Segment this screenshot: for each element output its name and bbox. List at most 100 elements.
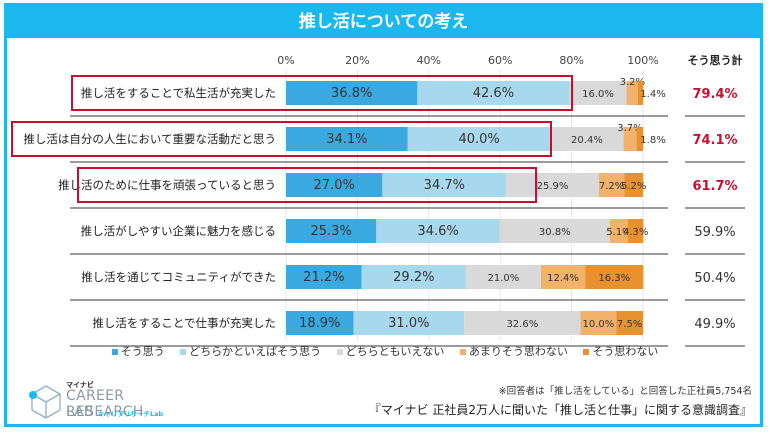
data-label: 21.2% [303, 270, 344, 285]
bar-segment [286, 127, 408, 151]
data-label: 40.0% [458, 132, 499, 147]
data-label: 42.6% [473, 86, 514, 101]
legend-swatch [111, 349, 118, 355]
data-label: 34.7% [424, 178, 465, 193]
data-label: 25.3% [311, 224, 352, 239]
bar-segment [417, 81, 570, 105]
bar-segment [286, 311, 354, 335]
data-label: 25.9% [537, 181, 569, 192]
data-label: 20.4% [571, 135, 603, 146]
bar-segment [361, 265, 466, 289]
data-label: 34.1% [326, 132, 367, 147]
bar-segment [569, 81, 627, 105]
x-tick-label: 100% [627, 54, 658, 67]
bar-segment [353, 311, 465, 335]
bar-segment [382, 173, 507, 197]
bar-segment [624, 173, 643, 197]
total-header: そう思う計 [688, 53, 743, 67]
bar-segment [580, 311, 617, 335]
data-label: 36.8% [331, 86, 372, 101]
career-research-lab-logo: マイナビ CAREER RESEARCH LAB キャリアリサーチLab [28, 380, 188, 420]
legend-item: どちらともいえない [336, 345, 445, 358]
category-label: 推し活をすることで仕事が充実した [92, 316, 276, 330]
highlight-box [77, 167, 537, 203]
bar-segment [464, 311, 581, 335]
data-label: 7.2% [599, 181, 624, 192]
bar-segment [286, 81, 418, 105]
bar-segment [638, 81, 643, 105]
bar-segment [540, 265, 586, 289]
data-label: 29.2% [393, 270, 434, 285]
survey-source: 『マイナビ 正社員2万人に聞いた「推し活と仕事」に関する意識調査』 [368, 403, 752, 417]
legend-label: どちらともいえない [345, 345, 445, 358]
x-tick-label: 40% [417, 54, 441, 67]
data-label: 16.0% [582, 89, 614, 100]
legend-swatch [336, 349, 343, 355]
legend-item: そう思う [111, 345, 165, 358]
legend-label: あまりそう思わない [468, 345, 568, 358]
bar-segment [286, 219, 377, 243]
data-label: 3.2% [620, 77, 645, 88]
bar-segment [499, 219, 610, 243]
total-value: 61.7% [692, 179, 737, 194]
data-label: 34.6% [417, 224, 458, 239]
total-value: 59.9% [694, 225, 735, 240]
bar-segment [550, 127, 624, 151]
total-value: 74.1% [692, 133, 737, 148]
data-label: 1.4% [640, 89, 665, 100]
logo-line1: CAREER RESEARCH [66, 388, 144, 420]
bar-segment [286, 265, 362, 289]
data-label: 5.1% [606, 227, 631, 238]
bar-segment [616, 311, 643, 335]
bar-segment [286, 173, 383, 197]
category-label: 推し活を通じてコミュニティができた [81, 270, 276, 284]
legend-swatch [583, 349, 590, 355]
total-value: 49.9% [694, 317, 735, 332]
logo-brand: マイナビ [66, 381, 94, 389]
legend-label: そう思わない [592, 345, 659, 358]
legend-swatch [459, 349, 466, 355]
data-label: 4.3% [623, 227, 648, 238]
bar-segment [628, 219, 644, 243]
data-label: 5.2% [621, 181, 646, 192]
logo-sub: キャリアリサーチLab [98, 410, 164, 418]
bar-segment [598, 173, 625, 197]
legend-item: あまりそう思わない [459, 345, 568, 358]
legend-item: そう思わない [583, 345, 658, 358]
data-label: 12.4% [547, 273, 579, 284]
legend: そう思う どちらかといえばそう思う どちらともいえない あまりそう思わない そう… [0, 343, 770, 359]
bar-segment [636, 127, 643, 151]
legend-item: どちらかといえばそう思う [180, 345, 321, 358]
bar-segment [506, 173, 599, 197]
bar-segment [626, 81, 639, 105]
data-label: 32.6% [506, 319, 538, 330]
data-label: 18.9% [299, 316, 340, 331]
x-tick-label: 60% [488, 54, 512, 67]
highlight-box [71, 75, 573, 111]
bar-segment [585, 265, 644, 289]
data-label: 1.8% [640, 135, 665, 146]
data-label: 16.3% [598, 273, 630, 284]
data-label: 3.7% [617, 123, 642, 134]
bar-segment [376, 219, 500, 243]
category-label: 推し活がしやすい企業に魅力を感じる [81, 224, 276, 238]
total-value: 79.4% [692, 87, 737, 102]
x-tick-label: 80% [559, 54, 583, 67]
bar-segment [623, 127, 637, 151]
bar-segment [465, 265, 541, 289]
chart-frame: 推し活についての考え [4, 3, 763, 427]
legend-label: どちらかといえばそう思う [189, 345, 322, 358]
x-tick-label: 0% [277, 54, 294, 67]
data-label: 31.0% [388, 316, 429, 331]
total-value: 50.4% [694, 271, 735, 286]
data-label: 10.0% [582, 319, 614, 330]
x-tick-label: 20% [345, 54, 369, 67]
highlight-box [11, 121, 552, 157]
data-label: 30.8% [539, 227, 571, 238]
category-label: 推し活をすることで私生活が充実した [81, 86, 276, 100]
legend-swatch [180, 349, 187, 355]
data-label: 7.5% [617, 319, 642, 330]
category-label: 推し活は自分の人生において重要な活動だと思う [23, 132, 276, 146]
logo-cube-icon [29, 385, 61, 419]
